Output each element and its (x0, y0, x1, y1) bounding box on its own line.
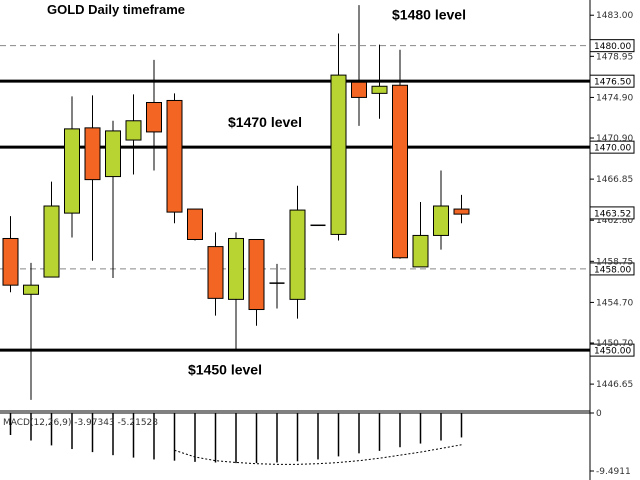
candle-bull (289, 209, 306, 300)
y-tick-label: 1474.90 (596, 93, 633, 103)
current-price-tag (589, 206, 635, 220)
candle-bull (330, 74, 347, 235)
macd-tick-label: -9.4911 (596, 467, 631, 477)
macd-signal-line (174, 444, 462, 465)
candle-bull (371, 85, 388, 94)
level-note-text: $1450 level (188, 361, 262, 377)
level-price-tag (589, 343, 635, 357)
level-price-label: 1450.00 (594, 347, 631, 357)
candle-bear (248, 238, 265, 311)
level-price-label: 1480.00 (594, 42, 631, 52)
level-note-text: $1480 level (392, 6, 466, 22)
y-tick-label: 1458.75 (596, 257, 633, 267)
level-note-text: $1470 level (228, 114, 302, 130)
level-price-tag (589, 39, 635, 53)
y-tick-label: 1466.85 (596, 175, 633, 185)
candle-bull (43, 205, 60, 278)
candle-bull (23, 284, 39, 295)
candle-bear (392, 84, 408, 259)
level-price-tag (589, 262, 635, 276)
current-price-label: 1463.52 (594, 209, 631, 219)
y-tick-label: 1446.65 (596, 380, 633, 390)
candle-bull (105, 130, 121, 178)
candle-bear (84, 127, 101, 181)
level-price-label: 1458.00 (594, 265, 631, 275)
candle-bear (351, 81, 367, 98)
y-tick-label: 1470.90 (596, 134, 633, 144)
y-tick-label: 1454.70 (596, 298, 633, 308)
candle-bear (207, 246, 224, 299)
candle-bear (166, 99, 183, 213)
candle-bear (453, 208, 470, 215)
candle-bull (412, 234, 429, 268)
y-tick-label: 1462.80 (596, 216, 633, 226)
macd-tick-label: 0 (596, 409, 602, 419)
y-tick-label: 1483.00 (596, 11, 633, 21)
y-tick-label: 1450.70 (596, 339, 633, 349)
candle-bear (146, 101, 162, 133)
macd-label: MACD(12,26,9) -3.97343 -5.21528 (3, 418, 158, 428)
level-price-tag (589, 140, 635, 154)
candle-bull (433, 205, 449, 236)
level-price-label: 1476.50 (594, 78, 631, 88)
candle-bull (228, 237, 244, 300)
y-tick-label: 1478.95 (596, 52, 633, 62)
chart-title: GOLD Daily timeframe (47, 2, 185, 17)
candle-bull (64, 128, 80, 214)
candle-bear (2, 237, 19, 286)
level-price-label: 1470.00 (594, 144, 631, 154)
candle-bear (187, 208, 203, 240)
level-price-tag (589, 74, 635, 88)
candle-bull (125, 120, 142, 141)
